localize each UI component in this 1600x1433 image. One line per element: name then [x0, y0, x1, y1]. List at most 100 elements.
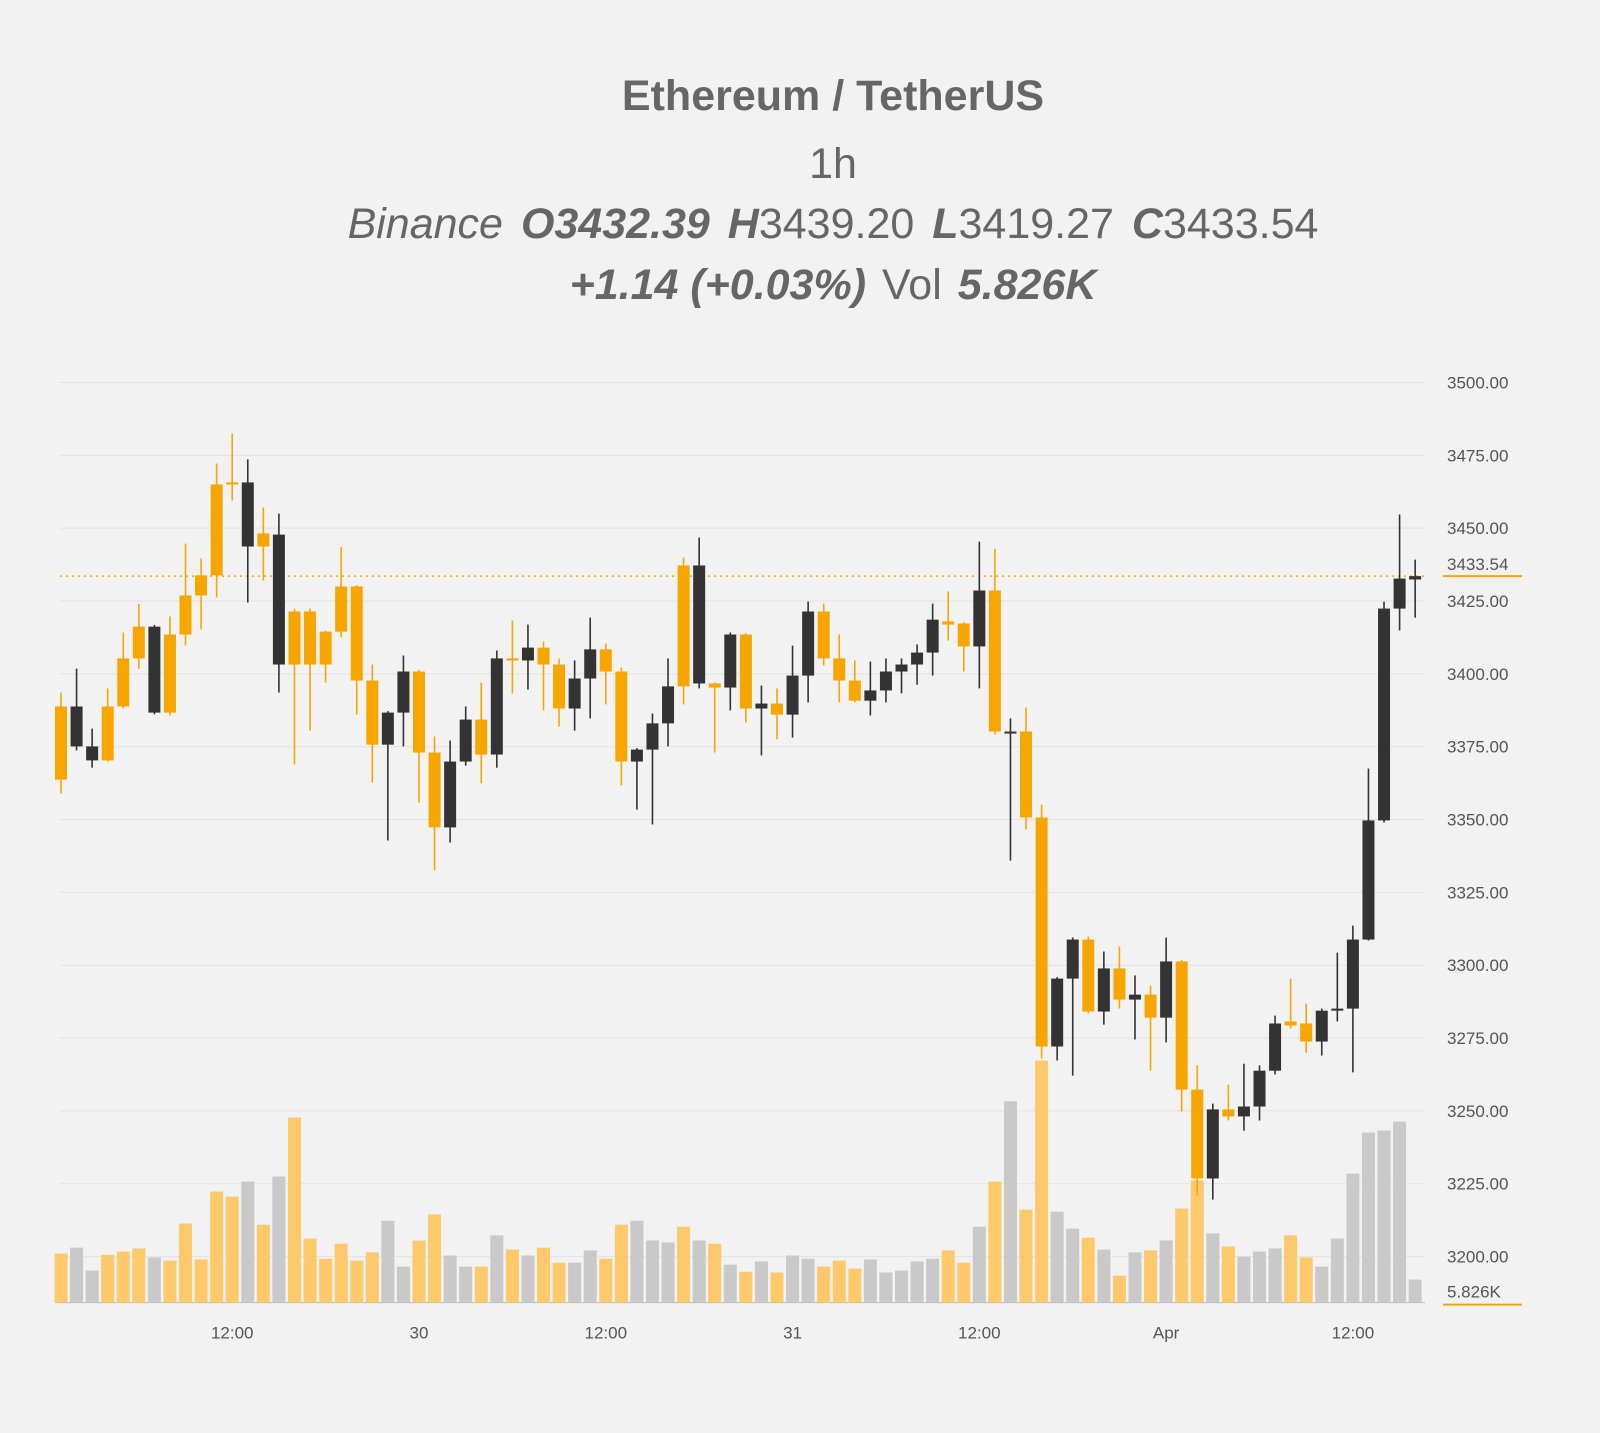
volume-bar [817, 1266, 831, 1303]
candle-body [1222, 1109, 1235, 1117]
low-key: L [932, 200, 958, 248]
candle-body [475, 719, 488, 755]
volume-bar [194, 1259, 208, 1303]
volume-bar [1253, 1251, 1267, 1303]
volume-bar [1206, 1233, 1220, 1303]
candle-body [1269, 1023, 1282, 1071]
candle-body [195, 575, 208, 596]
volume-bar [786, 1255, 800, 1303]
volume-bar [552, 1262, 566, 1303]
volume-bar [116, 1251, 130, 1303]
candle-body [397, 671, 410, 713]
candle-body [1020, 731, 1033, 818]
candle-body [988, 590, 1001, 732]
volume-bar [723, 1264, 737, 1303]
candle-body [1097, 968, 1110, 1012]
candle-body [1066, 939, 1079, 979]
candle-body [708, 683, 721, 688]
candle-body [630, 749, 643, 762]
volume-bar [988, 1181, 1002, 1303]
candle-body [86, 746, 99, 761]
candle-body [70, 706, 83, 747]
candle-body [1346, 939, 1359, 1009]
volume-bar [1393, 1121, 1407, 1303]
high-key: H [728, 200, 760, 248]
volume-bar [832, 1260, 846, 1303]
volume-bar [1268, 1248, 1282, 1303]
open-key: O [521, 200, 554, 248]
y-tick-label: 3275.00 [1447, 1029, 1508, 1048]
volume-bar [85, 1270, 99, 1303]
candle-body [739, 634, 752, 709]
volume-bar [459, 1266, 473, 1303]
exchange: Binance [348, 200, 503, 248]
candle-body [350, 586, 363, 681]
candle-body [1378, 608, 1391, 821]
candle-body [381, 712, 394, 745]
candle-body [879, 671, 892, 691]
candle-body [693, 565, 706, 684]
candle-body [817, 611, 830, 659]
candle-body [911, 652, 924, 665]
candle-body [615, 671, 628, 762]
ohlc-line: Binance O3432.39 H3439.20 L3419.27 C3433… [348, 200, 1319, 248]
volume-bar [770, 1272, 784, 1303]
x-tick-label: 12:00 [211, 1324, 254, 1343]
y-tick-label: 3225.00 [1447, 1175, 1508, 1194]
volume-bar [412, 1240, 426, 1303]
y-tick-label: 3400.00 [1447, 665, 1508, 684]
volume-bar [754, 1261, 768, 1303]
volume-bar [319, 1258, 333, 1303]
x-tick-label: 12:00 [585, 1324, 628, 1343]
x-tick-label: 31 [783, 1324, 802, 1343]
volume-bar [910, 1261, 924, 1303]
candle-body [444, 761, 457, 828]
volume-bar [163, 1260, 177, 1303]
high-value: 3439.20 [759, 200, 914, 248]
candle-body [957, 623, 970, 647]
candle-body [288, 611, 301, 665]
volume-bar [972, 1226, 986, 1303]
candle-body [1004, 731, 1017, 734]
candle-body [132, 626, 145, 659]
y-tick-label: 3200.00 [1447, 1248, 1508, 1267]
x-tick-label: Apr [1153, 1324, 1180, 1343]
volume-bar [210, 1191, 224, 1303]
candle-body [304, 611, 317, 665]
volume-bar [350, 1260, 364, 1303]
candle-body [662, 686, 675, 724]
volume-bar [677, 1226, 691, 1303]
y-tick-label: 3475.00 [1447, 446, 1508, 465]
volume-bar [287, 1117, 301, 1303]
interval: 1h [809, 140, 857, 188]
candle-body [55, 706, 67, 780]
candle-body [584, 649, 597, 679]
candle-body [257, 533, 270, 547]
candle-body [1393, 578, 1406, 609]
candle-body [1409, 576, 1422, 580]
candle-body [490, 658, 503, 755]
volume-bar [1299, 1257, 1313, 1303]
volume-bar [474, 1266, 488, 1303]
candle-body [1253, 1070, 1266, 1107]
candle-body [755, 703, 768, 709]
candle-body [802, 611, 815, 676]
volume-bar [225, 1196, 239, 1303]
volume-bar [272, 1176, 286, 1303]
volume-bar [879, 1272, 893, 1303]
candle-body [1284, 1021, 1297, 1026]
candle-body [724, 634, 737, 688]
volume-bar [428, 1214, 442, 1303]
y-tick-label: 3425.00 [1447, 592, 1508, 611]
volume-bar [521, 1255, 535, 1303]
volume-bar [645, 1240, 659, 1303]
candle-body [646, 723, 659, 750]
volume-bar [1003, 1101, 1017, 1303]
volume-bar [1361, 1132, 1375, 1303]
candle-body [1144, 994, 1157, 1018]
y-tick-label: 3350.00 [1447, 811, 1508, 830]
volume-bar [179, 1223, 193, 1303]
volume-bar [1346, 1173, 1360, 1303]
y-tick-label: 3250.00 [1447, 1102, 1508, 1121]
